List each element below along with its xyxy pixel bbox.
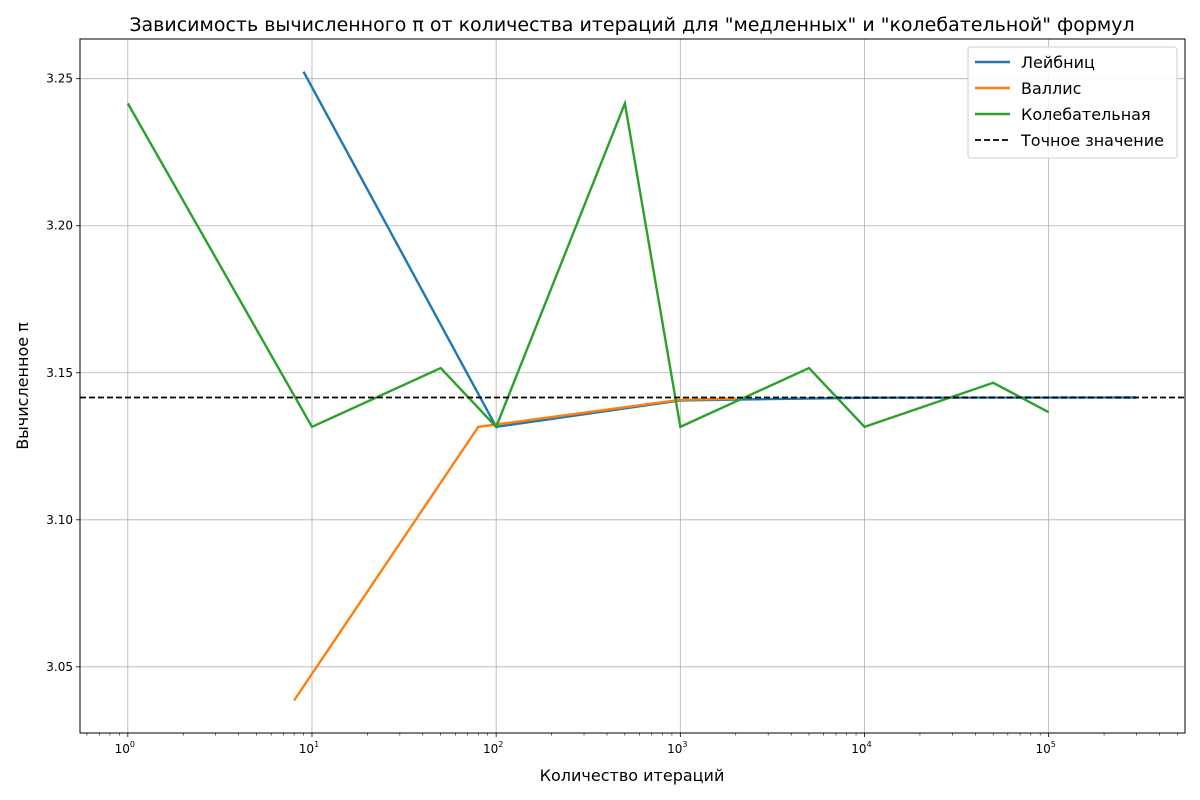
y-tick-label: 3.05: [46, 660, 73, 674]
x-tick-label: 105: [1035, 740, 1055, 756]
plot-area: [80, 71, 1185, 702]
x-axis-label: Количество итераций: [540, 766, 725, 785]
legend-box: [967, 46, 1178, 159]
legend-label: Точное значение: [1020, 131, 1164, 150]
chart-title: Зависимость вычисленного π от количества…: [129, 14, 1134, 36]
legend-label: Лейбниц: [1021, 53, 1095, 72]
legend-label: Колебательная: [1021, 105, 1151, 124]
y-axis: 3.05 3.10 3.15 3.20 3.25: [46, 72, 80, 674]
x-tick-label: 104: [851, 740, 871, 756]
series-line: [126, 98, 1050, 430]
legend-label: Валлис: [1021, 79, 1081, 98]
series-line: [293, 397, 736, 702]
x-tick-label: 101: [299, 740, 319, 756]
x-tick-label: 100: [115, 740, 135, 756]
x-tick-label: 102: [483, 740, 503, 756]
y-axis-label: Вычисленное π: [13, 322, 32, 450]
y-tick-label: 3.20: [46, 219, 73, 233]
legend: Лейбниц Валлис Колебательная Точное значени…: [967, 46, 1178, 159]
axes-frame: [79, 38, 1186, 734]
x-tick-label: 103: [667, 740, 687, 756]
y-tick-label: 3.25: [46, 72, 73, 86]
y-tick-label: 3.15: [46, 366, 73, 380]
y-tick-label: 3.10: [46, 513, 73, 527]
x-axis: 100 101 102 103 104 105: [86, 733, 1178, 756]
